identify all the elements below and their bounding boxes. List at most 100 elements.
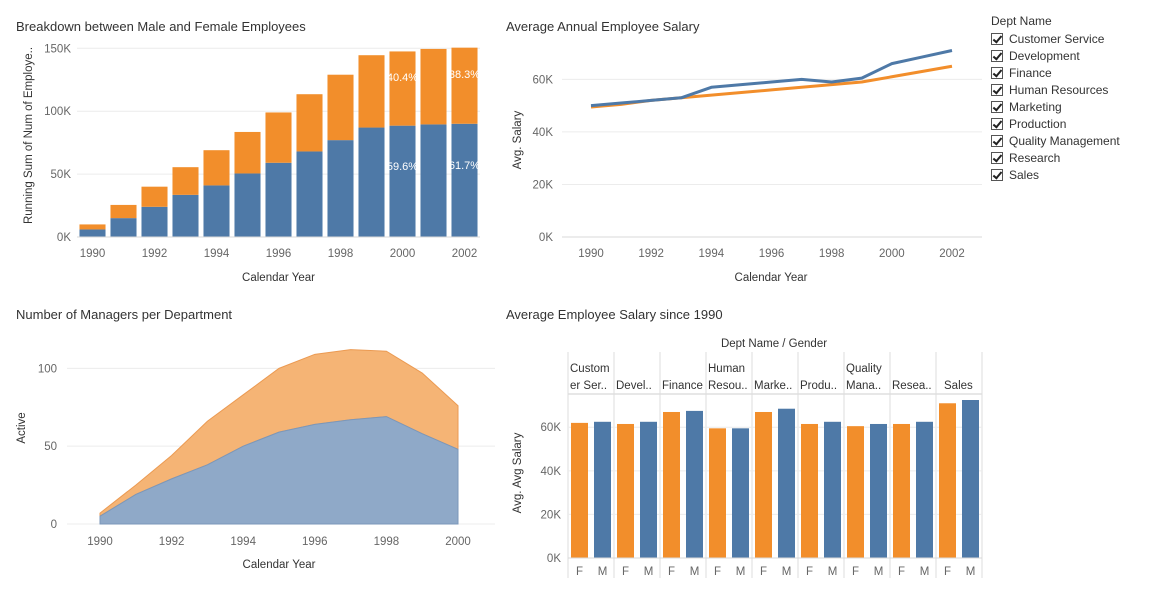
legend-item-label: Quality Management [1009,133,1120,148]
x-tick-label: 1990 [578,248,604,260]
y-tick-label: 20K [541,509,562,521]
legend-item-marketing[interactable]: Marketing [991,98,1120,115]
salary-line-series [590,49,953,108]
bar-male [916,421,933,558]
gender-label: M [920,566,930,578]
bar-segment-blue [79,229,106,237]
gender-label: F [622,566,629,578]
legend-item-label: Development [1009,48,1080,63]
legend-item-development[interactable]: Development [991,47,1120,64]
legend-checkbox[interactable] [991,83,1003,96]
x-tick-label: 1998 [374,536,400,548]
bar-segment-blue [389,125,416,237]
legend-item-customer-service[interactable]: Customer Service [991,30,1120,47]
x-tick-label: 2002 [939,248,965,260]
y-tick-label: 0K [547,553,561,565]
legend-item-sales[interactable]: Sales [991,166,1120,183]
dept-header-label: er Ser.. [570,380,607,392]
bar-female [663,411,680,558]
legend-item-label: Marketing [1009,99,1062,114]
gender-label: M [782,566,792,578]
legend-item-finance[interactable]: Finance [991,64,1120,81]
dept-header-label: Devel.. [616,380,652,392]
y-tick-label: 50 [44,441,57,453]
bar-female [709,428,726,558]
bar-segment-orange [203,150,230,186]
gender-label: M [736,566,746,578]
x-axis-title: Calendar Year [735,272,808,284]
legend-item-label: Human Resources [1009,82,1109,97]
bar-male [594,421,611,558]
legend-title: Dept Name [991,14,1052,28]
x-tick-label: 1994 [204,248,230,260]
dept-name-legend: Dept Name Customer Service Development Fin… [991,14,1120,183]
x-axis-title: Calendar Year [242,272,315,284]
bar-female [847,426,864,558]
dept-header-label: Marke.. [754,380,792,392]
bar-segment-blue [358,127,385,237]
bar-male [732,428,749,558]
legend-checkbox[interactable] [991,49,1003,62]
gender-label: F [760,566,767,578]
bar-female [893,423,910,558]
y-tick-label: 40K [541,466,562,478]
legend-item-label: Sales [1009,167,1040,182]
legend-item-research[interactable]: Research [991,149,1120,166]
legend-checkbox[interactable] [991,117,1003,130]
bar-segment-orange [296,94,323,152]
dept-gender-header: Dept Name / Gender [721,338,827,350]
y-tick-label: 0K [57,232,71,244]
dept-header-label: Mana.. [846,380,881,392]
dept-header-label: Resou.. [708,380,748,392]
legend-checkbox[interactable] [991,168,1003,181]
bar-male [824,421,841,558]
dept-header-label: Human [708,363,745,375]
y-axis-title: Avg. Salary [512,110,524,169]
x-tick-label: 1990 [80,248,106,260]
x-tick-label: 1990 [87,536,113,548]
legend-item-production[interactable]: Production [991,115,1120,132]
legend-checkbox[interactable] [991,32,1003,45]
legend-checkbox[interactable] [991,151,1003,164]
bar-segment-orange [358,55,385,128]
managers-chart-title: Number of Managers per Department [16,307,233,322]
bar-segment-blue [172,194,199,237]
gender-label: F [714,566,721,578]
x-tick-label: 1998 [328,248,354,260]
gender-label: M [644,566,654,578]
bar-male [778,408,795,558]
bar-segment-blue [420,124,447,237]
bar-segment-blue [203,185,230,237]
x-tick-label: 2000 [390,248,416,260]
bar-percent-label: 40.4% [387,72,418,84]
bar-percent-label: 61.7% [449,160,480,172]
area-series-blue [99,416,459,525]
bar-segment-blue [327,140,354,237]
bar-male [870,423,887,558]
bar-segment-blue [234,173,261,237]
legend-item-quality-management[interactable]: Quality Management [991,132,1120,149]
x-tick-label: 1992 [638,248,664,260]
y-tick-label: 100 [38,363,57,375]
gender-label: F [806,566,813,578]
gender-label: F [852,566,859,578]
gender-label: F [668,566,675,578]
dept-header-label: Quality [846,363,882,375]
bar-segment-orange [141,186,168,207]
legend-checkbox[interactable] [991,100,1003,113]
bar-segment-orange [420,48,447,125]
gender-label: M [966,566,976,578]
breakdown-chart-title: Breakdown between Male and Female Employ… [16,19,306,34]
legend-checkbox[interactable] [991,66,1003,79]
legend-checkbox[interactable] [991,134,1003,147]
legend-item-human-resources[interactable]: Human Resources [991,81,1120,98]
gender-label: M [690,566,700,578]
salary-line-chart-title: Average Annual Employee Salary [506,19,700,34]
y-tick-label: 40K [533,127,554,139]
bar-female [571,422,588,558]
gender-label: F [898,566,905,578]
bar-female [755,411,772,558]
